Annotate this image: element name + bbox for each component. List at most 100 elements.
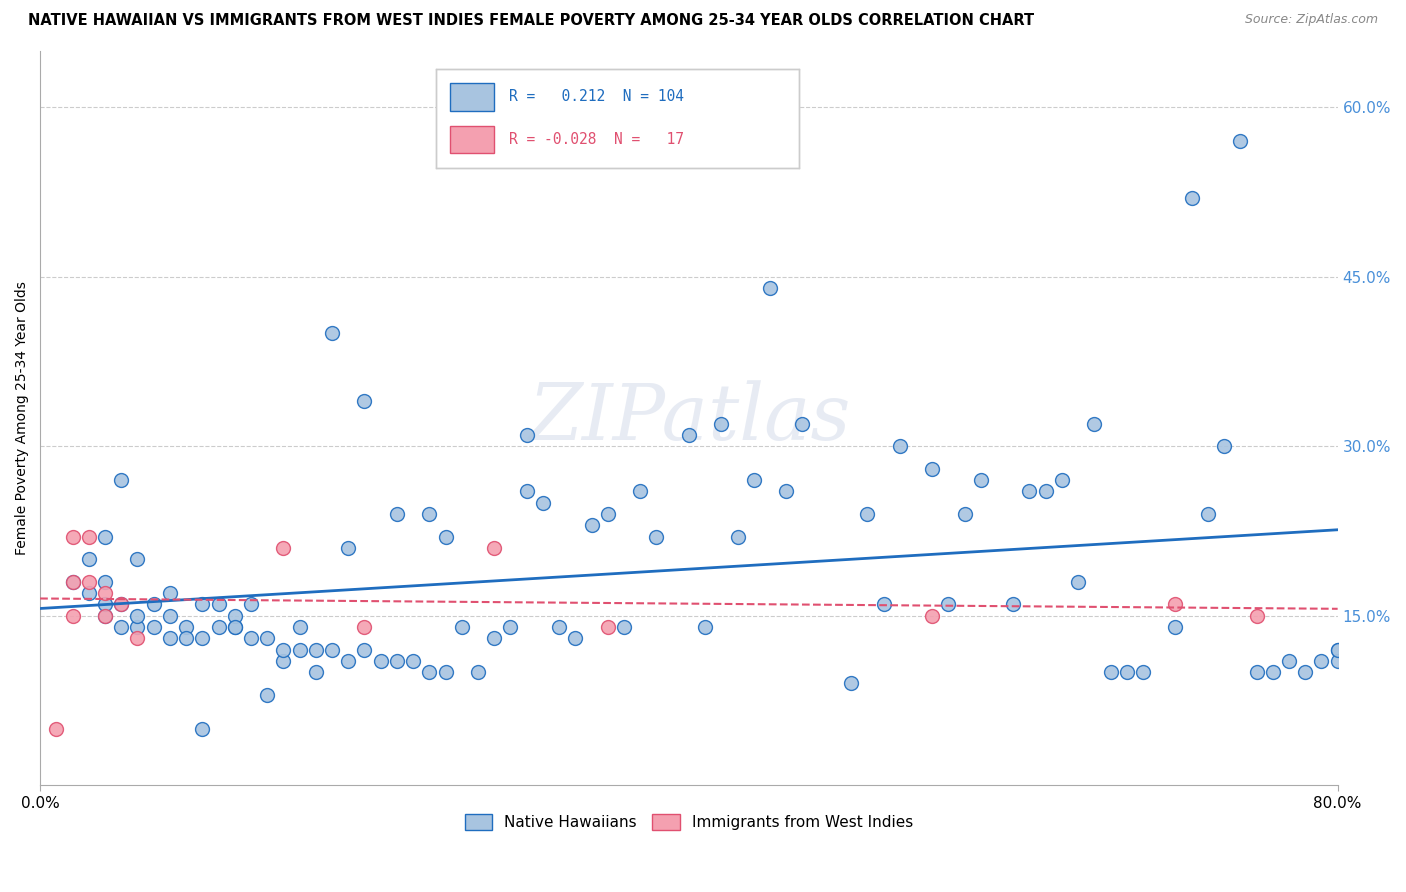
- Point: [710, 417, 733, 431]
- Point: [596, 507, 619, 521]
- Point: [142, 597, 165, 611]
- Point: [45, 722, 67, 736]
- Point: [288, 620, 311, 634]
- Point: [191, 722, 214, 736]
- Point: [742, 473, 765, 487]
- Point: [645, 529, 668, 543]
- Point: [872, 597, 894, 611]
- Point: [938, 597, 960, 611]
- Point: [1099, 665, 1122, 679]
- Point: [174, 620, 197, 634]
- Point: [1067, 574, 1090, 589]
- Point: [62, 574, 84, 589]
- Point: [628, 484, 651, 499]
- Point: [159, 608, 181, 623]
- Point: [418, 665, 440, 679]
- Text: ZIPatlas: ZIPatlas: [527, 380, 851, 456]
- Point: [921, 608, 943, 623]
- Point: [921, 461, 943, 475]
- Point: [77, 529, 100, 543]
- Point: [127, 608, 149, 623]
- Point: [94, 586, 117, 600]
- Point: [1261, 665, 1284, 679]
- Point: [1164, 597, 1187, 611]
- Point: [256, 688, 278, 702]
- Point: [353, 620, 375, 634]
- Point: [775, 484, 797, 499]
- Point: [1229, 134, 1251, 148]
- Point: [792, 417, 814, 431]
- Point: [953, 507, 976, 521]
- Point: [1246, 608, 1268, 623]
- Point: [174, 631, 197, 645]
- Point: [1083, 417, 1105, 431]
- Point: [856, 507, 879, 521]
- Point: [159, 586, 181, 600]
- Point: [1197, 507, 1219, 521]
- Point: [385, 507, 408, 521]
- Point: [839, 676, 862, 690]
- Point: [337, 654, 360, 668]
- Point: [693, 620, 716, 634]
- Point: [159, 631, 181, 645]
- Point: [1035, 484, 1057, 499]
- Point: [94, 529, 117, 543]
- Point: [970, 473, 993, 487]
- Point: [370, 654, 392, 668]
- Point: [1278, 654, 1301, 668]
- Point: [499, 620, 522, 634]
- Point: [321, 326, 343, 340]
- Point: [305, 642, 328, 657]
- Y-axis label: Female Poverty Among 25-34 Year Olds: Female Poverty Among 25-34 Year Olds: [15, 281, 30, 555]
- Point: [62, 608, 84, 623]
- Point: [1002, 597, 1025, 611]
- Point: [727, 529, 749, 543]
- Point: [596, 620, 619, 634]
- Point: [1326, 654, 1348, 668]
- Point: [353, 393, 375, 408]
- Point: [142, 620, 165, 634]
- Point: [224, 620, 246, 634]
- Point: [127, 620, 149, 634]
- Point: [191, 631, 214, 645]
- Point: [1164, 620, 1187, 634]
- Point: [678, 427, 700, 442]
- Point: [1294, 665, 1316, 679]
- Point: [484, 541, 506, 555]
- Point: [239, 597, 262, 611]
- Point: [484, 631, 506, 645]
- Point: [224, 620, 246, 634]
- Point: [1246, 665, 1268, 679]
- Point: [418, 507, 440, 521]
- Point: [1050, 473, 1073, 487]
- Point: [94, 608, 117, 623]
- Point: [207, 597, 229, 611]
- Point: [273, 541, 295, 555]
- Point: [385, 654, 408, 668]
- Point: [77, 552, 100, 566]
- Point: [516, 484, 538, 499]
- Point: [353, 642, 375, 657]
- Point: [434, 529, 457, 543]
- Point: [207, 620, 229, 634]
- Point: [239, 631, 262, 645]
- Point: [224, 608, 246, 623]
- Point: [77, 586, 100, 600]
- Point: [531, 495, 554, 509]
- Point: [548, 620, 571, 634]
- Point: [450, 620, 472, 634]
- Point: [110, 597, 132, 611]
- Point: [1018, 484, 1040, 499]
- Point: [467, 665, 489, 679]
- Point: [273, 642, 295, 657]
- Point: [127, 631, 149, 645]
- Point: [1310, 654, 1333, 668]
- Point: [127, 552, 149, 566]
- Point: [1181, 190, 1204, 204]
- Legend: Native Hawaiians, Immigrants from West Indies: Native Hawaiians, Immigrants from West I…: [458, 808, 920, 836]
- Text: Source: ZipAtlas.com: Source: ZipAtlas.com: [1244, 13, 1378, 27]
- Point: [434, 665, 457, 679]
- Point: [305, 665, 328, 679]
- Point: [256, 631, 278, 645]
- Point: [110, 620, 132, 634]
